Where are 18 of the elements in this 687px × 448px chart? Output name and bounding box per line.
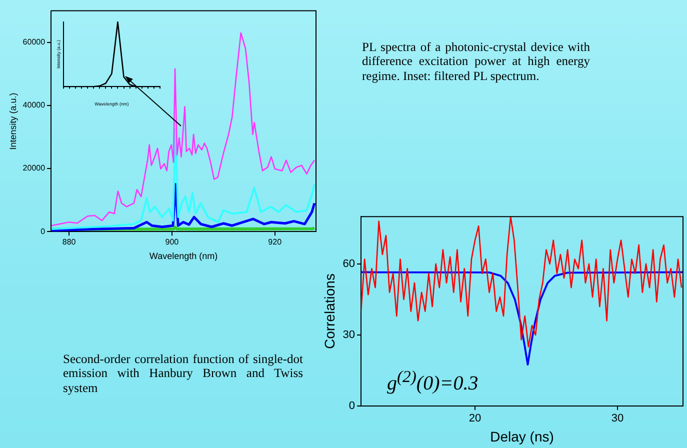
x-tick-label: 900 — [165, 238, 180, 247]
annotation: g$^{(2)}$(0)=0.3 — [387, 367, 480, 396]
y-tick-label: 40000 — [22, 100, 46, 110]
y-tick-label: 0 — [348, 400, 356, 412]
x-tick-label: 880 — [62, 238, 76, 247]
y-tick-label: 20000 — [22, 164, 46, 173]
y-tick-label: 30 — [342, 329, 356, 342]
y-axis-title: Correlations — [321, 274, 338, 350]
y-axis-title: Intensity (a.u.) — [8, 92, 18, 150]
x-tick-label: 20 — [468, 412, 482, 425]
x-axis-title: Wavelength (nm) — [149, 251, 218, 262]
y-tick-label: 60000 — [22, 38, 46, 47]
y-tick-label: 0 — [40, 226, 46, 236]
text: PL spectra of a photonic-crystal device with difference excitation power at high energy regime. Inset: filtered PL spectrum. — [362, 40, 590, 84]
x-axis-title: Delay (ns) — [490, 428, 554, 444]
y-tick-label: 60 — [342, 258, 356, 270]
x-tick-label: 920 — [268, 238, 282, 247]
text: Second-order correlation function of single-dot emission with Hanbury Brown and Twiss system — [63, 352, 303, 396]
